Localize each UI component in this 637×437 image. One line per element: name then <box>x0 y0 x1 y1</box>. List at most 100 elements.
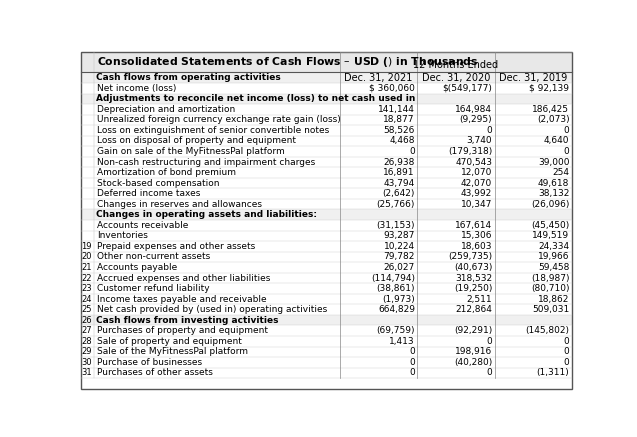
Text: 3,740: 3,740 <box>466 136 492 146</box>
Bar <box>81 368 572 378</box>
Text: 10,224: 10,224 <box>384 242 415 251</box>
Text: (2,642): (2,642) <box>383 189 415 198</box>
Text: 18,603: 18,603 <box>461 242 492 251</box>
Text: 0: 0 <box>564 147 569 156</box>
Text: Adjustments to reconcile net income (loss) to net cash used in: Adjustments to reconcile net income (los… <box>96 94 415 103</box>
Text: 0: 0 <box>564 126 569 135</box>
Bar <box>81 167 572 178</box>
Text: (38,861): (38,861) <box>376 284 415 293</box>
Text: Accounts payable: Accounts payable <box>97 263 178 272</box>
Text: Consolidated Statements of Cash Flows – USD ($) $ in Thousands: Consolidated Statements of Cash Flows – … <box>97 55 478 69</box>
Text: Dec. 31, 2021: Dec. 31, 2021 <box>345 73 413 83</box>
Bar <box>81 136 572 146</box>
Text: 26: 26 <box>82 316 92 325</box>
Text: 30: 30 <box>82 358 92 367</box>
Text: Net cash provided by (used in) operating activities: Net cash provided by (used in) operating… <box>97 305 327 314</box>
Text: Purchase of businesses: Purchase of businesses <box>97 358 203 367</box>
Text: 21: 21 <box>82 263 92 272</box>
Text: 79,782: 79,782 <box>383 253 415 261</box>
Text: Income taxes payable and receivable: Income taxes payable and receivable <box>97 295 267 304</box>
Text: (26,096): (26,096) <box>531 200 569 209</box>
Text: 49,618: 49,618 <box>538 179 569 187</box>
Text: 254: 254 <box>552 168 569 177</box>
Text: 12 Months Ended: 12 Months Ended <box>413 60 498 70</box>
Text: 18,862: 18,862 <box>538 295 569 304</box>
Text: (145,802): (145,802) <box>526 326 569 335</box>
Text: Loss on disposal of property and equipment: Loss on disposal of property and equipme… <box>97 136 296 146</box>
Text: 470,543: 470,543 <box>455 158 492 166</box>
Text: 0: 0 <box>409 347 415 356</box>
Text: (69,759): (69,759) <box>376 326 415 335</box>
Text: 141,144: 141,144 <box>378 105 415 114</box>
Bar <box>81 220 572 231</box>
Bar <box>81 231 572 241</box>
Text: 29: 29 <box>82 347 92 356</box>
Bar <box>81 347 572 357</box>
Text: Accounts receivable: Accounts receivable <box>97 221 189 230</box>
Text: 212,864: 212,864 <box>455 305 492 314</box>
Text: 0: 0 <box>409 368 415 378</box>
Text: (259,735): (259,735) <box>448 253 492 261</box>
Text: (1,311): (1,311) <box>537 368 569 378</box>
Bar <box>340 52 572 73</box>
Text: Changes in operating assets and liabilities:: Changes in operating assets and liabilit… <box>96 210 317 219</box>
Text: Amortization of bond premium: Amortization of bond premium <box>97 168 236 177</box>
Text: 23: 23 <box>82 284 92 293</box>
Bar <box>81 73 572 83</box>
Bar <box>81 336 572 347</box>
Bar <box>81 209 572 220</box>
Bar <box>81 73 340 83</box>
Text: Prepaid expenses and other assets: Prepaid expenses and other assets <box>97 242 255 251</box>
Text: 22: 22 <box>82 274 92 282</box>
Text: 12,070: 12,070 <box>461 168 492 177</box>
Text: 16,891: 16,891 <box>383 168 415 177</box>
Text: 198,916: 198,916 <box>455 347 492 356</box>
Text: 0: 0 <box>487 368 492 378</box>
Text: 26,027: 26,027 <box>383 263 415 272</box>
Bar <box>81 241 572 252</box>
Text: 0: 0 <box>487 337 492 346</box>
Text: (45,450): (45,450) <box>531 221 569 230</box>
Text: 0: 0 <box>409 358 415 367</box>
Text: 42,070: 42,070 <box>461 179 492 187</box>
Text: 31: 31 <box>82 368 92 378</box>
Text: (25,766): (25,766) <box>376 200 415 209</box>
Text: Deferred income taxes: Deferred income taxes <box>97 189 201 198</box>
Bar <box>81 273 572 283</box>
Text: Depreciation and amortization: Depreciation and amortization <box>97 105 236 114</box>
Bar <box>81 252 572 262</box>
Bar <box>81 304 572 315</box>
Text: Sale of the MyFitnessPal platform: Sale of the MyFitnessPal platform <box>97 347 248 356</box>
Text: (40,280): (40,280) <box>454 358 492 367</box>
Text: (179,318): (179,318) <box>448 147 492 156</box>
Text: 24: 24 <box>82 295 92 304</box>
Text: 43,794: 43,794 <box>383 179 415 187</box>
Text: 59,458: 59,458 <box>538 263 569 272</box>
Text: Cash flows from investing activities: Cash flows from investing activities <box>96 316 278 325</box>
Text: 25: 25 <box>82 305 92 314</box>
Bar <box>81 157 572 167</box>
Text: 24,334: 24,334 <box>538 242 569 251</box>
Text: (114,794): (114,794) <box>371 274 415 282</box>
Text: 19,966: 19,966 <box>538 253 569 261</box>
Bar <box>81 83 572 94</box>
Text: (9,295): (9,295) <box>459 115 492 125</box>
Text: (31,153): (31,153) <box>376 221 415 230</box>
Bar <box>81 188 572 199</box>
Text: (80,710): (80,710) <box>531 284 569 293</box>
Text: 28: 28 <box>82 337 92 346</box>
Bar <box>81 262 572 273</box>
Text: 318,532: 318,532 <box>455 274 492 282</box>
Text: 164,984: 164,984 <box>455 105 492 114</box>
Text: 39,000: 39,000 <box>538 158 569 166</box>
Text: 664,829: 664,829 <box>378 305 415 314</box>
Bar <box>81 104 572 114</box>
Text: 0: 0 <box>564 358 569 367</box>
Text: Changes in reserves and allowances: Changes in reserves and allowances <box>97 200 262 209</box>
Text: Cash flows from operating activities: Cash flows from operating activities <box>96 73 281 82</box>
Text: 26,938: 26,938 <box>383 158 415 166</box>
Bar <box>340 73 572 83</box>
Text: 27: 27 <box>82 326 92 335</box>
Text: (19,250): (19,250) <box>454 284 492 293</box>
Text: 18,877: 18,877 <box>383 115 415 125</box>
